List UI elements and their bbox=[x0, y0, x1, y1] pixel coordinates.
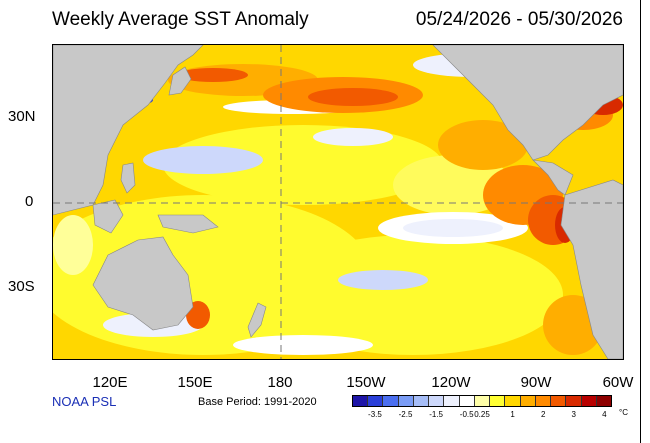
asia-land bbox=[53, 45, 204, 216]
colorbar-segment bbox=[413, 396, 430, 406]
sst-anomaly-map bbox=[52, 44, 624, 360]
date-range: 05/24/2026 - 05/30/2026 bbox=[415, 9, 623, 30]
colorbar-segment bbox=[490, 396, 506, 406]
lon-label-120w: 120W bbox=[431, 374, 471, 391]
colorbar-segment bbox=[596, 396, 611, 406]
new-guinea-land bbox=[157, 214, 219, 234]
colorbar-segment bbox=[551, 396, 567, 406]
lon-label-90w: 90W bbox=[520, 374, 552, 391]
japan-land bbox=[168, 66, 192, 96]
colorbar-segment bbox=[520, 396, 536, 406]
cool-anomaly-patches bbox=[53, 53, 533, 355]
colorbar-tick-label: 3 bbox=[571, 410, 576, 419]
map-title: Weekly Average SST Anomaly bbox=[52, 9, 309, 30]
colorbar-tick-label: 2 bbox=[540, 410, 546, 419]
colorbar-segment bbox=[535, 396, 552, 406]
colorbar-tick-label: -3.5 bbox=[368, 410, 382, 419]
lat-label-30s: 30S bbox=[8, 278, 35, 295]
lon-label-60w: 60W bbox=[602, 374, 634, 391]
colorbar-segment bbox=[474, 396, 491, 406]
map-svg bbox=[53, 45, 623, 359]
colorbar-segment bbox=[459, 396, 475, 406]
colorbar-tick-label: -0.5 bbox=[459, 410, 474, 419]
lon-label-120e: 120E bbox=[92, 374, 128, 391]
colorbar-unit: °C bbox=[619, 408, 628, 417]
colorbar-tick-label: -2.5 bbox=[398, 410, 413, 419]
colorbar-tick-label: 1 bbox=[510, 410, 515, 419]
colorbar-segment bbox=[398, 396, 414, 406]
colorbar-segment bbox=[566, 396, 582, 406]
credit-label: NOAA PSL bbox=[52, 394, 117, 409]
colorbar-segment bbox=[581, 396, 597, 406]
base-period-label: Base Period: 1991-2020 bbox=[198, 396, 317, 408]
colorbar-tick-label: 4 bbox=[602, 410, 607, 419]
lon-label-150w: 150W bbox=[346, 374, 386, 391]
page-edge-rule bbox=[640, 0, 641, 443]
colorbar-segment bbox=[353, 396, 369, 406]
colorbar-segment bbox=[368, 396, 384, 406]
north-america-land bbox=[432, 45, 623, 161]
colorbar bbox=[352, 395, 612, 407]
lon-label-180: 180 bbox=[267, 374, 293, 391]
colorbar-segment bbox=[383, 396, 399, 406]
lat-label-0: 0 bbox=[25, 193, 34, 210]
colorbar-segment bbox=[429, 396, 445, 406]
lat-label-30n: 30N bbox=[8, 108, 36, 125]
colorbar-tick-label: 0.25 bbox=[474, 410, 490, 419]
land-masses bbox=[53, 45, 623, 359]
colorbar-segment bbox=[505, 396, 521, 406]
philippines-land bbox=[120, 162, 136, 194]
south-america-land bbox=[560, 179, 623, 359]
lon-label-150e: 150E bbox=[177, 374, 213, 391]
colorbar-tick-label: -1.5 bbox=[429, 410, 444, 419]
new-zealand-land bbox=[247, 302, 267, 338]
colorbar-segment bbox=[444, 396, 460, 406]
borneo-land bbox=[92, 199, 124, 234]
australia-land bbox=[92, 236, 194, 331]
